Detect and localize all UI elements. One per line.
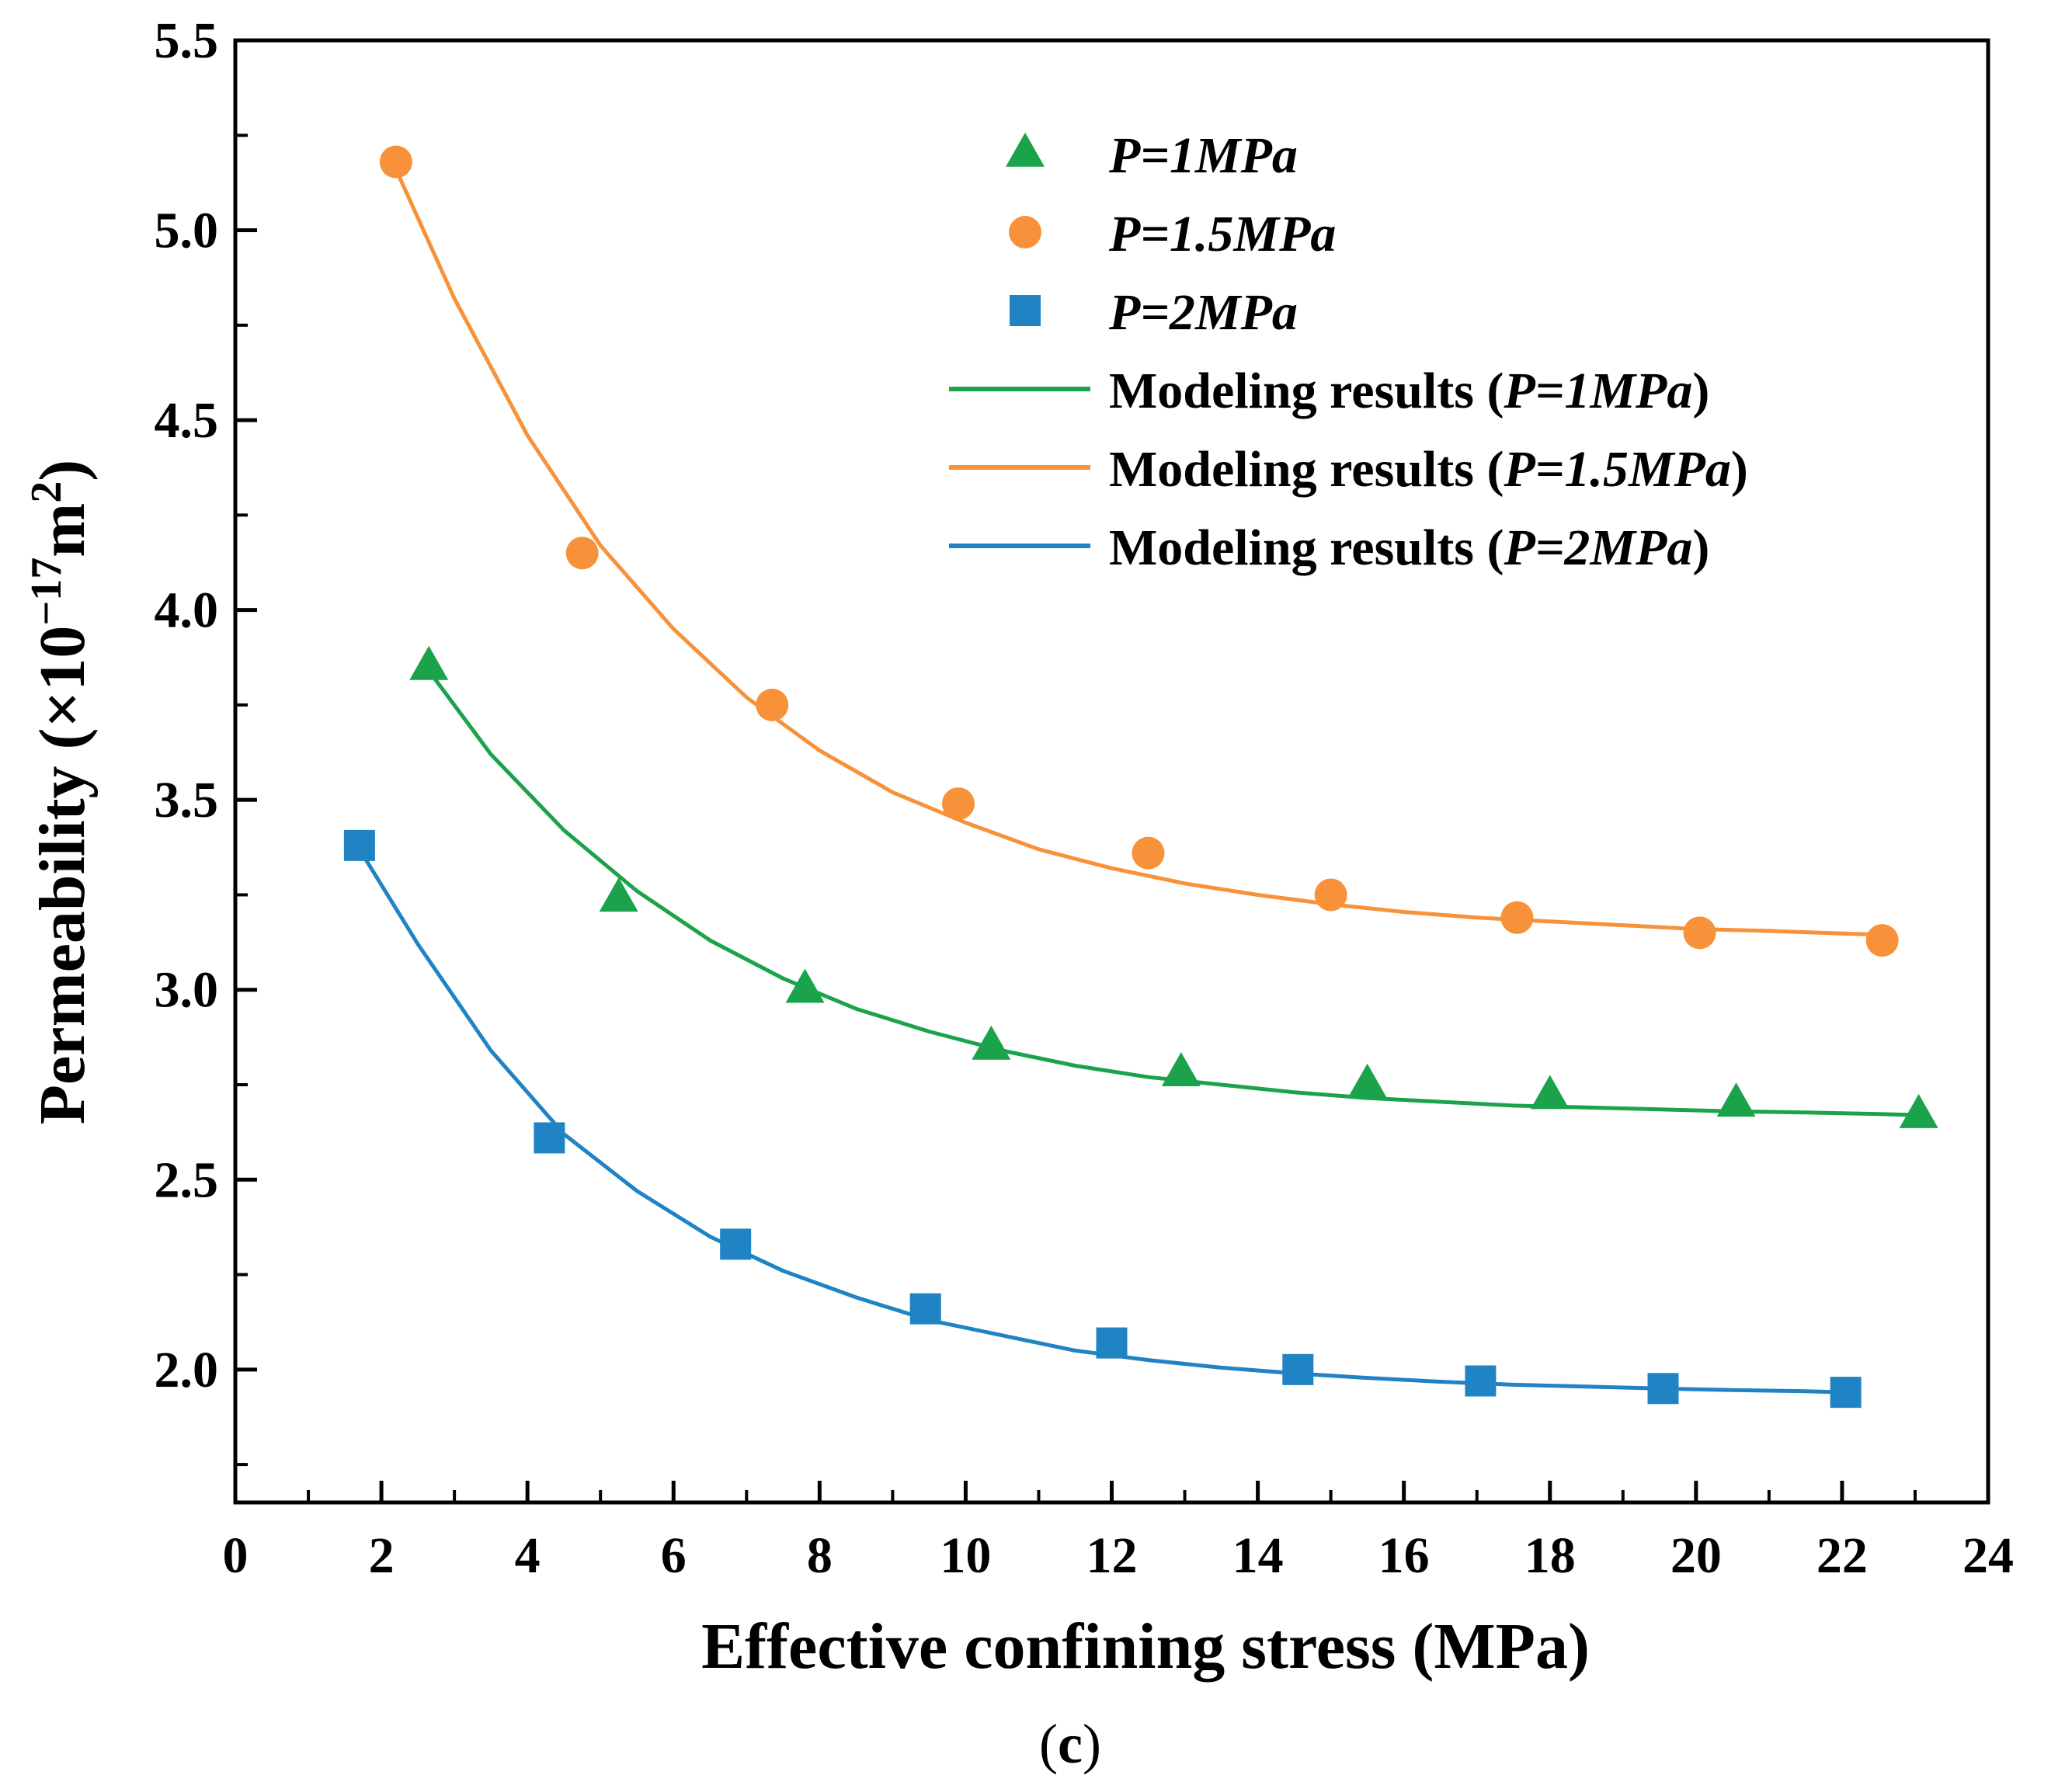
y-tick-label: 2.5	[155, 1151, 219, 1208]
data-point-p-2mpa	[534, 1122, 565, 1154]
data-point-p-1-5mpa	[1865, 924, 1899, 957]
data-point-p-1-5mpa	[942, 787, 975, 821]
x-tick-label: 4	[515, 1527, 541, 1584]
x-tick-label: 20	[1670, 1527, 1722, 1584]
y-tick-label: 5.5	[155, 12, 219, 69]
y-tick-label: 2.0	[155, 1342, 219, 1398]
y-axis-title: Permeability (×10−17m2)	[23, 460, 99, 1125]
data-point-p-1-5mpa	[1132, 836, 1165, 870]
data-point-p-1-5mpa	[1500, 901, 1534, 934]
legend-label-italic: P=1.5MPa	[1108, 206, 1336, 262]
data-point-p-2mpa	[343, 829, 375, 861]
legend-marker-swatch	[1006, 132, 1045, 167]
y-tick-label: 4.5	[155, 392, 219, 449]
legend-label-suffix: )	[1731, 441, 1748, 498]
data-point-p-2mpa	[1282, 1353, 1314, 1385]
x-tick-label: 0	[223, 1527, 249, 1584]
data-point-p-1mpa	[1161, 1052, 1201, 1087]
x-tick-label: 2	[369, 1527, 395, 1584]
model-curve-modeling-results-p-2mpa	[357, 848, 1846, 1395]
x-tick-label: 8	[807, 1527, 833, 1584]
data-point-p-1mpa	[1716, 1082, 1756, 1117]
x-tick-label: 6	[661, 1527, 687, 1584]
legend-label-suffix: )	[1692, 363, 1709, 419]
data-point-p-1mpa	[409, 645, 449, 680]
data-point-p-1-5mpa	[1683, 916, 1716, 950]
x-tick-label: 10	[940, 1527, 991, 1584]
x-tick-label: 12	[1086, 1527, 1138, 1584]
y-axis-title-unit: m	[26, 503, 99, 558]
data-point-p-1mpa	[1530, 1075, 1570, 1110]
measured-points	[343, 145, 1938, 1409]
legend-label-prefix: Modeling results (	[1109, 519, 1504, 576]
y-tick-label: 5.0	[155, 203, 219, 259]
data-point-p-1-5mpa	[1314, 878, 1347, 912]
y-tick-label: 3.0	[155, 962, 219, 1019]
legend-label-italic: P=1MPa	[1108, 127, 1298, 184]
x-tick-label: 24	[1962, 1527, 2014, 1584]
x-tick-label: 14	[1232, 1527, 1284, 1584]
y-axis-title-prefix: Permeability (×10	[26, 626, 99, 1125]
data-point-p-1mpa	[785, 968, 825, 1003]
legend-marker-swatch	[1009, 216, 1041, 248]
legend-marker-swatch	[1010, 295, 1041, 326]
y-axis-title-exponent: −17	[23, 558, 71, 626]
data-point-p-1-5mpa	[756, 688, 789, 721]
y-tick-label: 3.5	[155, 772, 219, 828]
data-point-p-1-5mpa	[565, 537, 599, 570]
x-tick-label: 22	[1816, 1527, 1868, 1584]
legend-label-italic: P=1.5MPa	[1503, 441, 1730, 498]
legend-label-italic: P=1MPa	[1503, 363, 1692, 419]
y-axis-title-unit-exponent: 2	[23, 481, 71, 503]
y-tick-label: 4.0	[155, 582, 219, 639]
data-point-p-1mpa	[972, 1025, 1011, 1060]
legend-label: Modeling results (P=1MPa)	[1109, 363, 1709, 419]
y-axis-title-suffix: )	[26, 460, 99, 481]
caption-open: (	[1039, 1713, 1058, 1775]
legend-label-italic: P=2MPa	[1108, 284, 1298, 341]
data-point-p-2mpa	[909, 1293, 941, 1325]
legend-label: P=1MPa	[1108, 127, 1298, 184]
data-point-p-2mpa	[1647, 1373, 1679, 1405]
x-tick-label: 16	[1378, 1527, 1430, 1584]
data-point-p-2mpa	[1830, 1377, 1862, 1409]
legend-label: Modeling results (P=2MPa)	[1109, 519, 1709, 576]
x-tick-label: 18	[1524, 1527, 1576, 1584]
legend-label-prefix: Modeling results (	[1109, 363, 1504, 419]
data-point-p-2mpa	[1096, 1327, 1128, 1359]
data-point-p-1mpa	[599, 877, 638, 912]
data-point-p-1-5mpa	[379, 145, 412, 179]
x-axis-title: Effective confining stress (MPa)	[701, 1610, 1590, 1683]
legend-label-suffix: )	[1692, 519, 1709, 576]
y-axis: 2.0 2.5 3.0 3.5 4.0 4.5 5.0 5.5	[155, 12, 257, 1467]
legend-label: Modeling results (P=1.5MPa)	[1109, 441, 1748, 498]
legend-label-prefix: Modeling results (	[1109, 441, 1504, 498]
legend-label: P=1.5MPa	[1108, 206, 1336, 262]
data-point-p-2mpa	[1465, 1365, 1497, 1397]
x-axis: 0 2 4 6 8 10 12 14 16 18 20 22 24	[223, 1481, 2014, 1584]
model-curves	[357, 168, 1919, 1395]
model-curve-modeling-results-p-1-5mpa	[394, 168, 1883, 937]
figure-caption: (c)	[1039, 1713, 1101, 1775]
legend-label: P=2MPa	[1108, 284, 1298, 341]
data-point-p-1mpa	[1347, 1063, 1387, 1098]
legend-label-italic: P=2MPa	[1503, 519, 1692, 576]
model-curve-modeling-results-p-1mpa	[427, 669, 1919, 1117]
data-point-p-2mpa	[720, 1228, 752, 1260]
caption-letter: c	[1058, 1713, 1083, 1775]
data-point-p-1mpa	[1899, 1093, 1938, 1128]
caption-close: )	[1083, 1713, 1101, 1775]
